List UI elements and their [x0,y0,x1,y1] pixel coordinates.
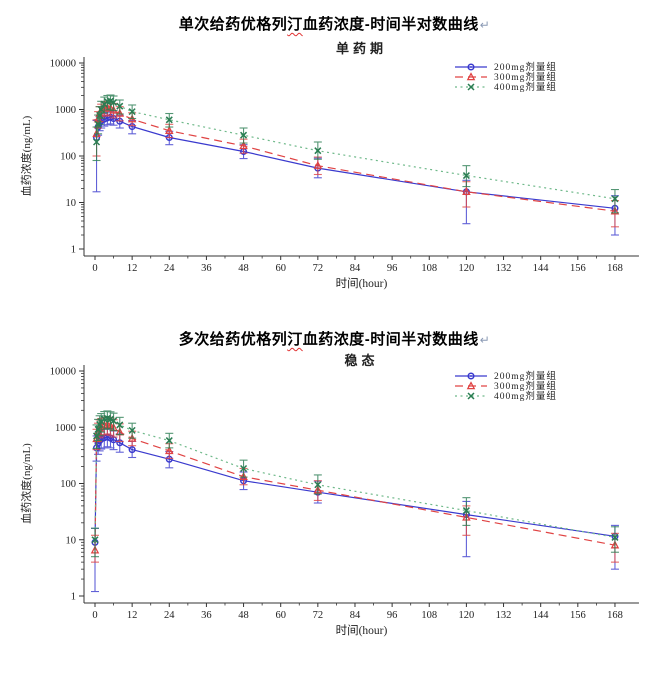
svg-text:168: 168 [607,610,623,621]
svg-text:100: 100 [60,152,76,163]
error-bars-400mg [91,410,619,558]
legend-item-200mg: 200mg剂量组 [455,61,557,73]
chart-single-dose-period: 1 10 100 1000 10000 0 12 24 36 48 60 72 84 96 108 120 13… [19,41,639,290]
legend-item-200mg: 200mg剂量组 [455,370,557,382]
svg-text:1: 1 [71,245,76,256]
y-axis: 1 10 100 1000 10000 [50,59,84,256]
section2-title-text2: 血药浓度-时间半对数曲线 [302,331,479,348]
svg-text:168: 168 [607,263,623,274]
section1-title-text2: 血药浓度-时间半对数曲线 [302,16,479,33]
return-mark-icon: ↵ [479,18,491,32]
svg-text:72: 72 [313,263,324,274]
svg-text:12: 12 [127,263,138,274]
svg-text:108: 108 [421,263,437,274]
x-axis-label: 时间(hour) [336,624,388,637]
svg-text:12: 12 [127,610,138,621]
spellcheck-wavy-char: 汀 [287,16,303,33]
legend-label: 300mg剂量组 [494,380,557,392]
svg-text:144: 144 [533,610,550,621]
section1-title-text: 单次给药优格列 [178,16,288,33]
svg-text:10: 10 [66,198,77,209]
svg-text:156: 156 [570,263,586,274]
error-bars-400mg [92,94,619,214]
svg-text:10000: 10000 [50,59,76,70]
svg-text:60: 60 [275,263,286,274]
svg-text:1000: 1000 [55,423,76,434]
y-axis-label: 血药浓度(ng/mL) [19,443,33,524]
svg-text:100: 100 [60,479,76,490]
y-axis-label: 血药浓度(ng/mL) [19,115,33,196]
svg-text:144: 144 [533,263,550,274]
markers-200mg [92,113,619,212]
svg-text:84: 84 [350,610,361,621]
svg-text:120: 120 [459,610,475,621]
svg-text:132: 132 [496,610,512,621]
svg-text:36: 36 [201,263,212,274]
svg-text:156: 156 [570,610,586,621]
svg-text:1000: 1000 [55,105,76,116]
y-axis: 1 10 100 1000 10000 [50,367,84,603]
legend-label: 400mg剂量组 [494,81,557,93]
legend-label: 400mg剂量组 [494,390,557,402]
svg-text:1: 1 [71,592,76,603]
spellcheck-wavy-char: 汀 [287,331,303,348]
svg-text:96: 96 [387,263,398,274]
svg-text:72: 72 [313,610,324,621]
series-400mg [91,410,619,558]
series-400mg [92,94,619,214]
legend-item-300mg: 300mg剂量组 [455,380,557,392]
svg-text:96: 96 [387,610,398,621]
legend-item-400mg: 400mg剂量组 [455,390,557,402]
svg-text:120: 120 [459,263,475,274]
x-axis-label: 时间(hour) [336,277,388,290]
svg-text:48: 48 [238,610,249,621]
return-mark-icon: ↵ [479,333,491,347]
section1-title: 单次给药优格列汀血药浓度-时间半对数曲线↵ [0,0,669,34]
svg-text:0: 0 [92,610,97,621]
section2-title: 多次给药优格列汀血药浓度-时间半对数曲线↵ [0,328,669,349]
svg-text:48: 48 [238,263,249,274]
series-200mg [91,427,619,593]
svg-text:36: 36 [201,610,212,621]
svg-text:132: 132 [496,263,512,274]
svg-text:84: 84 [350,263,361,274]
svg-text:10000: 10000 [50,367,76,378]
error-bars-200mg [91,427,619,593]
legend-label: 300mg剂量组 [494,71,557,83]
markers-400mg [91,414,619,544]
svg-text:60: 60 [275,610,286,621]
svg-text:108: 108 [421,610,437,621]
markers-400mg [93,97,619,203]
svg-text:10: 10 [66,535,77,546]
chart-steady-state: 1 10 100 1000 10000 0 12 24 36 48 60 72 84 96 108 120 13… [19,353,639,637]
svg-text:0: 0 [92,263,97,274]
legend-item-400mg: 400mg剂量组 [455,81,557,93]
section2-title-text: 多次给药优格列 [178,331,288,348]
legend-label: 200mg剂量组 [494,61,557,73]
x-axis: 0 12 24 36 48 60 72 84 96 108 120 132 144 156 168 [92,603,623,621]
chart-title: 稳态 [344,353,378,368]
legend-label: 200mg剂量组 [494,370,557,382]
svg-text:24: 24 [164,610,175,621]
legend-item-300mg: 300mg剂量组 [455,71,557,83]
svg-text:24: 24 [164,263,175,274]
x-axis: 0 12 24 36 48 60 72 84 96 108 120 132 144 156 168 [92,256,623,274]
chart-title: 单药期 [336,41,387,56]
